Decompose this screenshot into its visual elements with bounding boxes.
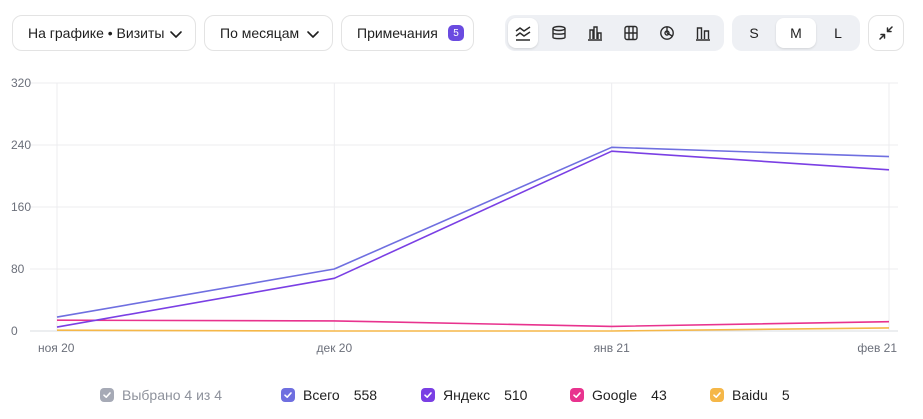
notes-count-badge: 5: [448, 25, 464, 41]
bar-chart-button[interactable]: [580, 18, 610, 48]
chart-legend: Выбрано 4 из 4 Всего 558 Яндекс 510 Goog…: [0, 384, 923, 406]
legend-selected-label: Выбрано 4 из 4: [122, 387, 222, 403]
legend-item-total[interactable]: Всего 558: [281, 384, 377, 406]
x-tick-label: фев 21: [857, 341, 897, 355]
y-tick-label: 80: [11, 262, 25, 276]
legend-item-yandex[interactable]: Яндекс 510: [421, 384, 527, 406]
legend-item-value: 43: [651, 387, 667, 403]
bar-chart-icon: [588, 26, 602, 41]
y-tick-label: 320: [11, 76, 31, 90]
legend-checkbox[interactable]: [710, 388, 724, 402]
select-all-checkbox[interactable]: [100, 388, 114, 402]
chart-series: [56, 146, 890, 332]
legend-item-value: 5: [781, 387, 790, 403]
legend-checkbox[interactable]: [281, 388, 295, 402]
collapse-icon: [879, 26, 893, 40]
lines-chart-button[interactable]: [508, 18, 538, 48]
series-line-Яндекс[interactable]: [56, 150, 890, 328]
legend-item-google[interactable]: Google 43: [570, 384, 667, 406]
size-s-button[interactable]: S: [749, 25, 759, 41]
line-chart: 0 80 160 240 320 ноя 20 дек 20 янв 21 фев 21: [11, 76, 898, 355]
chart-size-switcher: S M L: [732, 15, 860, 51]
legend-item-name: Всего: [303, 387, 340, 403]
chart-type-switcher: [505, 15, 724, 51]
notes-button[interactable]: Примечания 5: [341, 15, 474, 51]
grouping-dropdown[interactable]: По месяцам: [204, 15, 333, 51]
chart-toolbar: На графике • Визиты По месяцам Примечани…: [0, 0, 923, 66]
chart-mode-label: На графике • Визиты: [28, 25, 165, 41]
legend-item-name: Яндекс: [443, 387, 491, 403]
series-line-Baidu[interactable]: [56, 327, 890, 332]
chart-mode-dropdown[interactable]: На графике • Визиты: [12, 15, 196, 51]
y-tick-label: 160: [11, 200, 31, 214]
x-tick-label: ноя 20: [38, 341, 75, 355]
checkmark-icon: [284, 392, 292, 398]
legend-item-name: Baidu: [732, 387, 768, 403]
y-axis-ticks: 0 80 160 240 320: [11, 76, 31, 338]
checkmark-icon: [713, 392, 721, 398]
notes-label: Примечания: [357, 25, 438, 41]
lines-icon: [515, 26, 531, 41]
x-tick-label: янв 21: [594, 341, 631, 355]
checkmark-icon: [424, 392, 432, 398]
pie-chart-button[interactable]: [652, 18, 682, 48]
legend-select-all[interactable]: Выбрано 4 из 4: [100, 384, 222, 406]
legend-item-baidu[interactable]: Baidu 5: [710, 384, 790, 406]
chevron-down-icon: [307, 31, 319, 38]
legend-item-name: Google: [592, 387, 638, 403]
stacked-bar-chart-button[interactable]: [616, 18, 646, 48]
x-tick-label: дек 20: [317, 341, 353, 355]
y-tick-label: 0: [11, 324, 18, 338]
grouping-label: По месяцам: [220, 25, 300, 41]
chart-grid: [30, 82, 898, 332]
stacked-area-chart-button[interactable]: [544, 18, 574, 48]
columns-chart-button[interactable]: [688, 18, 718, 48]
legend-checkbox[interactable]: [570, 388, 584, 402]
stacked-area-icon: [552, 25, 566, 40]
checkmark-icon: [103, 392, 111, 398]
legend-item-value: 510: [504, 387, 528, 403]
collapse-chart-button[interactable]: [868, 15, 904, 51]
checkmark-icon: [573, 392, 581, 398]
legend-item-value: 558: [353, 387, 378, 403]
series-line-Всего[interactable]: [56, 146, 890, 318]
columns-icon: [696, 27, 710, 41]
size-m-button[interactable]: M: [776, 18, 816, 48]
x-axis-ticks: ноя 20 дек 20 янв 21 фев 21: [38, 341, 897, 355]
chevron-down-icon: [170, 31, 182, 38]
size-l-button[interactable]: L: [834, 25, 842, 41]
legend-checkbox[interactable]: [421, 388, 435, 402]
stacked-bar-icon: [624, 25, 638, 41]
series-line-Google[interactable]: [56, 319, 890, 328]
y-tick-label: 240: [11, 138, 31, 152]
pie-chart-icon: [660, 26, 674, 40]
